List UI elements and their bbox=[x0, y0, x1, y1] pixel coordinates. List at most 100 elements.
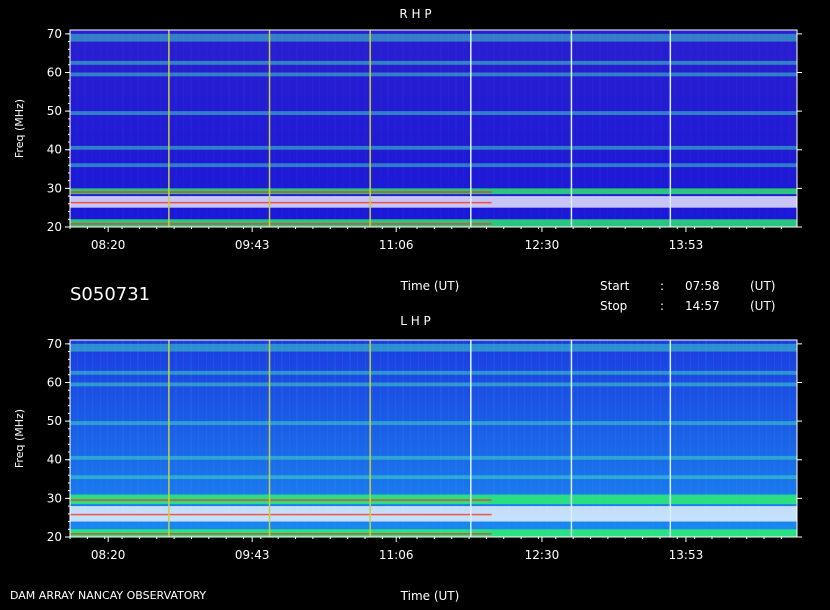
noise-streak bbox=[130, 340, 131, 537]
band-59-60mhz bbox=[70, 382, 797, 387]
y-tick-label: 30 bbox=[47, 181, 62, 195]
noise-streak bbox=[297, 30, 298, 227]
noise-streak bbox=[690, 340, 691, 537]
noise-streak bbox=[698, 340, 699, 537]
noise-streak bbox=[751, 30, 752, 227]
noise-streak bbox=[736, 340, 737, 537]
plot-frame bbox=[69, 339, 798, 538]
noise-streak bbox=[137, 340, 138, 537]
noise-streak bbox=[312, 340, 313, 537]
y-tick-label: 70 bbox=[47, 337, 62, 351]
start-unit: (UT) bbox=[750, 279, 776, 293]
x-tick-label: 13:53 bbox=[669, 548, 704, 562]
noise-streak bbox=[463, 340, 464, 537]
noise-streak bbox=[100, 30, 101, 227]
band-49-50mhz bbox=[70, 421, 797, 425]
noise-streak bbox=[123, 30, 124, 227]
noise-streak bbox=[539, 340, 540, 537]
noise-streak bbox=[531, 340, 532, 537]
noise-streak bbox=[758, 340, 759, 537]
noise-streak bbox=[304, 30, 305, 227]
noise-streak bbox=[516, 30, 517, 227]
noise-streak bbox=[448, 30, 449, 227]
band-35-36mhz bbox=[70, 475, 797, 480]
noise-streak bbox=[365, 30, 366, 227]
noise-streak bbox=[668, 340, 669, 537]
noise-streak bbox=[122, 30, 123, 227]
noise-streak bbox=[190, 340, 191, 537]
band-62-63mhz bbox=[70, 370, 797, 375]
x-tick-label: 11:06 bbox=[379, 548, 414, 562]
noise-streak bbox=[463, 30, 464, 227]
noise-streak bbox=[334, 30, 335, 227]
noise-streak bbox=[440, 340, 441, 537]
noise-streak bbox=[577, 30, 578, 227]
panel-title: L H P bbox=[400, 314, 431, 328]
noise-streak bbox=[698, 30, 699, 227]
noise-streak bbox=[281, 340, 282, 537]
band-peak-line bbox=[70, 201, 492, 204]
noise-streak bbox=[251, 30, 252, 227]
noise-streak bbox=[547, 30, 548, 227]
noise-streak bbox=[645, 30, 646, 227]
noise-streak bbox=[743, 30, 744, 227]
x-tick-label: 08:20 bbox=[91, 238, 126, 252]
noise-streak bbox=[175, 340, 176, 537]
noise-streak bbox=[297, 340, 298, 537]
noise-streak bbox=[395, 340, 396, 537]
noise-streak bbox=[403, 340, 404, 537]
noise-streak bbox=[282, 30, 283, 227]
noise-streak bbox=[493, 30, 494, 227]
noise-streak bbox=[706, 340, 707, 537]
noise-streak bbox=[728, 340, 729, 537]
band-68-70mhz bbox=[70, 343, 797, 352]
noise-streak bbox=[524, 30, 525, 227]
noise-streak bbox=[743, 340, 744, 537]
x-axis-label: Time (UT) bbox=[400, 279, 460, 293]
noise-streak bbox=[274, 340, 275, 537]
noise-streak bbox=[652, 340, 653, 537]
noise-streak bbox=[319, 340, 320, 537]
x-tick-label: 08:20 bbox=[91, 548, 126, 562]
noise-streak bbox=[191, 340, 192, 537]
noise-streak bbox=[592, 340, 593, 537]
x-axis-label: Time (UT) bbox=[400, 589, 460, 603]
noise-streak bbox=[653, 30, 654, 227]
y-tick-label: 40 bbox=[47, 143, 62, 157]
panel-title: R H P bbox=[399, 7, 431, 21]
noise-streak bbox=[327, 30, 328, 227]
noise-streak bbox=[561, 30, 562, 227]
noise-streak bbox=[175, 30, 176, 227]
noise-streak bbox=[418, 340, 419, 537]
noise-streak bbox=[554, 340, 555, 537]
noise-streak bbox=[637, 30, 638, 227]
noise-streak bbox=[213, 30, 214, 227]
noise-streak bbox=[380, 30, 381, 227]
noise-streak bbox=[244, 340, 245, 537]
noise-streak bbox=[176, 340, 177, 537]
noise-streak bbox=[380, 340, 381, 537]
noise-streak bbox=[562, 30, 563, 227]
noise-streak bbox=[478, 30, 479, 227]
noise-streak bbox=[441, 30, 442, 227]
noise-streak bbox=[334, 340, 335, 537]
noise-streak bbox=[244, 30, 245, 227]
noise-streak bbox=[721, 30, 722, 227]
noise-streak bbox=[236, 30, 237, 227]
noise-streak bbox=[183, 30, 184, 227]
band-49-50mhz bbox=[70, 111, 797, 115]
noise-streak bbox=[123, 340, 124, 537]
start-label: Start bbox=[600, 279, 630, 293]
noise-streak bbox=[145, 340, 146, 537]
noise-streak bbox=[493, 340, 494, 537]
stop-unit: (UT) bbox=[750, 299, 776, 313]
noise-streak bbox=[388, 30, 389, 227]
noise-streak bbox=[675, 340, 676, 537]
y-tick-label: 20 bbox=[47, 530, 62, 544]
noise-streak bbox=[153, 30, 154, 227]
noise-streak bbox=[501, 30, 502, 227]
noise-streak bbox=[456, 340, 457, 537]
noise-streak bbox=[531, 30, 532, 227]
noise-streak bbox=[402, 30, 403, 227]
